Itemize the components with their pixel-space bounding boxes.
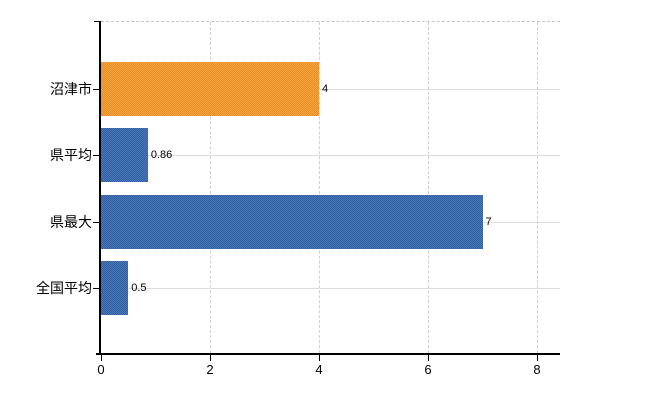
category-label: 県平均 — [50, 147, 92, 163]
category-label: 全国平均 — [36, 280, 92, 296]
x-tick-label: 2 — [206, 362, 214, 377]
x-tick-mark — [319, 353, 320, 361]
bar — [101, 128, 148, 182]
bar — [101, 261, 129, 315]
bar-value-label: 0.5 — [131, 282, 147, 294]
x-tick-mark — [101, 353, 102, 361]
x-gridline — [319, 22, 320, 353]
x-gridline — [210, 22, 211, 353]
bar-value-label: 4 — [322, 82, 329, 95]
category-label: 沼津市 — [50, 80, 92, 97]
top-tick-mark — [94, 21, 101, 22]
row-gridline — [101, 288, 560, 289]
bar-value-label: 0.86 — [150, 149, 173, 161]
x-tick-mark — [537, 353, 538, 361]
bar — [101, 194, 483, 249]
x-tick-label: 0 — [97, 362, 105, 377]
row-gridline — [101, 88, 560, 90]
y-axis-line — [99, 21, 101, 354]
y-tick-mark — [93, 288, 101, 289]
x-tick-mark — [428, 353, 429, 361]
x-tick-mark — [210, 353, 211, 361]
x-gridline — [428, 22, 429, 353]
x-tick-label: 4 — [315, 362, 323, 377]
bar-value-label: 7 — [485, 215, 492, 228]
x-gridline — [537, 22, 538, 353]
x-tick-label: 6 — [424, 362, 432, 377]
plot-top-border — [101, 21, 560, 22]
y-tick-mark — [93, 221, 101, 223]
x-axis-line — [96, 353, 560, 355]
row-gridline — [101, 155, 560, 156]
y-tick-mark — [93, 88, 101, 90]
category-label: 県最大 — [50, 213, 92, 230]
x-tick-label: 8 — [533, 362, 541, 377]
bar — [101, 61, 319, 116]
y-tick-mark — [93, 155, 101, 156]
